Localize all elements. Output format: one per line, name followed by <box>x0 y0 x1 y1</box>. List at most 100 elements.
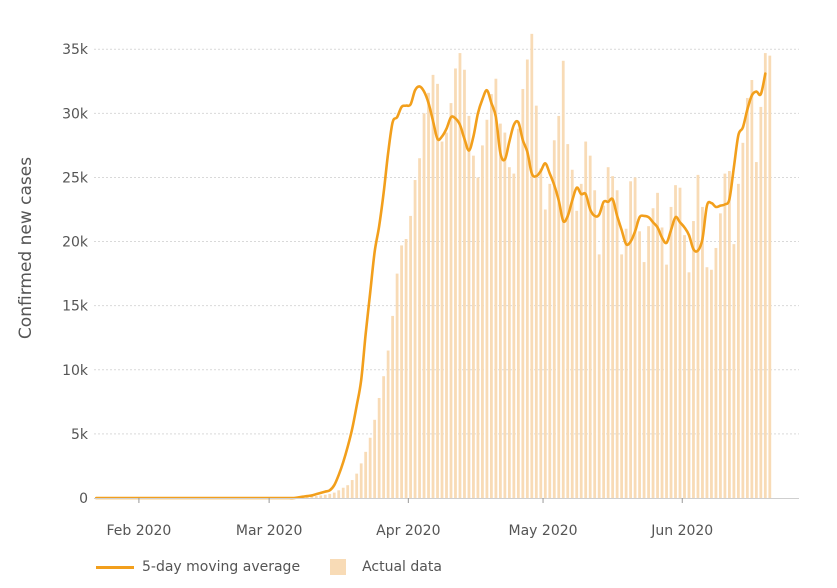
y-tick-label: 5k <box>71 427 89 443</box>
y-tick-label: 15k <box>62 299 89 315</box>
data-bar <box>588 155 592 499</box>
data-bar <box>472 155 475 499</box>
data-bar <box>754 162 758 499</box>
y-tick-label: 30k <box>62 106 89 122</box>
data-bar <box>481 145 484 498</box>
data-bar <box>359 463 363 498</box>
x-tick-label: Apr 2020 <box>376 523 440 539</box>
legend-item-moving-average[interactable]: 5-day moving average <box>96 559 300 575</box>
data-bar <box>759 106 763 498</box>
data-bar <box>719 213 722 498</box>
data-bar <box>413 180 417 499</box>
data-bar <box>647 226 650 498</box>
y-tick-label: 35k <box>62 42 89 58</box>
data-bar <box>723 173 727 499</box>
data-bar <box>512 173 516 499</box>
data-bar <box>552 140 556 498</box>
data-bar <box>561 60 565 498</box>
data-bar <box>701 206 704 499</box>
data-bar <box>548 183 552 498</box>
data-bar <box>395 273 399 498</box>
bar-series <box>292 33 772 499</box>
data-bar <box>579 183 583 498</box>
data-bar <box>409 215 412 499</box>
data-bar <box>597 254 601 498</box>
data-bar <box>638 231 641 498</box>
data-bar <box>436 83 439 499</box>
data-bar <box>629 181 633 498</box>
data-bar <box>467 115 471 498</box>
data-bar <box>696 174 700 498</box>
legend-line-swatch <box>96 565 134 569</box>
data-bar <box>732 244 736 498</box>
data-bar <box>620 254 624 498</box>
data-bar <box>728 171 731 499</box>
data-bar <box>440 141 444 498</box>
data-bar <box>593 190 597 498</box>
data-bar <box>503 132 507 498</box>
data-bar <box>319 495 323 498</box>
data-bar <box>494 78 498 498</box>
data-bar <box>557 115 561 498</box>
data-bar <box>368 437 372 498</box>
data-bar <box>674 185 677 498</box>
data-bar <box>678 187 682 498</box>
x-tick-label: Feb 2020 <box>106 523 171 539</box>
data-bar <box>507 167 511 498</box>
data-bar <box>323 494 327 498</box>
data-bar <box>584 141 588 498</box>
y-tick-label: 0 <box>79 491 88 507</box>
data-bar <box>530 33 534 498</box>
data-bar <box>683 235 686 498</box>
data-bar <box>669 206 673 499</box>
legend-label-actual-data: Actual data <box>362 559 442 575</box>
data-bar <box>692 221 695 498</box>
data-bar <box>346 485 350 498</box>
data-bar <box>382 376 386 498</box>
data-bar <box>516 128 520 498</box>
data-bar <box>422 113 426 498</box>
data-bar <box>341 487 345 498</box>
legend-item-actual-data[interactable]: Actual data <box>330 559 442 575</box>
data-bar <box>570 169 574 498</box>
data-bar <box>606 167 610 498</box>
data-bar <box>624 228 628 498</box>
axes: 0 5k 10k 15k 20k 25k 30k 35k Feb 2020 Mar 2020 Apr… <box>62 42 799 539</box>
data-bar <box>687 272 691 498</box>
data-bar <box>525 59 529 498</box>
data-bar <box>575 210 579 498</box>
data-bar <box>454 68 457 498</box>
data-bar <box>615 190 619 498</box>
data-bar <box>463 69 466 498</box>
data-bar <box>521 88 525 498</box>
data-bar <box>498 123 502 498</box>
data-bar <box>337 490 341 498</box>
data-bar <box>651 208 655 498</box>
data-bar <box>534 105 538 498</box>
y-tick-label: 10k <box>62 363 89 379</box>
data-bar <box>310 496 314 498</box>
data-bar <box>391 315 395 498</box>
data-bar <box>660 227 664 499</box>
data-bar <box>364 451 368 498</box>
data-bar <box>332 492 336 498</box>
data-bar <box>485 119 489 499</box>
data-bar <box>476 177 480 498</box>
data-bar <box>458 53 462 498</box>
data-bar <box>490 94 493 498</box>
data-bar <box>736 183 740 498</box>
data-bar <box>745 97 749 498</box>
data-bar <box>710 269 713 498</box>
data-bar <box>427 92 430 499</box>
data-bar <box>386 350 390 498</box>
data-bar <box>543 209 547 499</box>
y-axis-title: Confirmed new cases <box>16 157 36 339</box>
data-bar <box>633 177 637 498</box>
data-bar <box>539 168 543 498</box>
x-tick-label: May 2020 <box>509 523 578 539</box>
data-bar <box>377 397 381 498</box>
data-bar <box>611 176 615 498</box>
data-bar <box>350 480 354 498</box>
data-bar <box>355 473 359 498</box>
